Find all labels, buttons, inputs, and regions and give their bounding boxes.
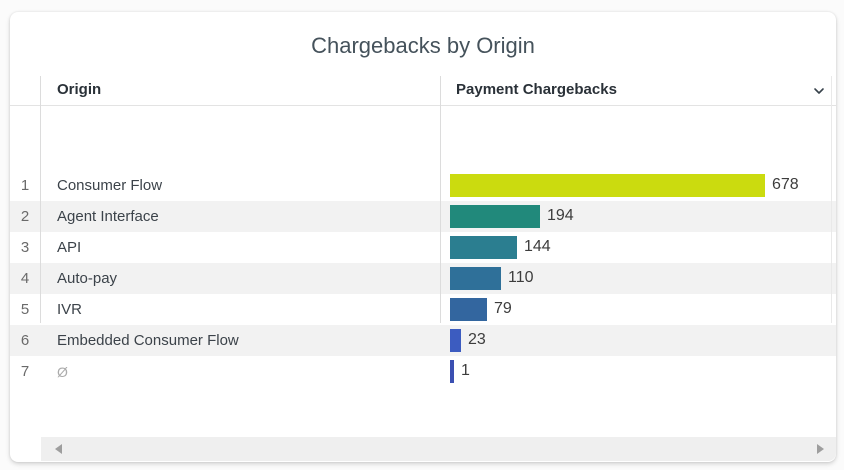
scroll-right-icon[interactable] [817, 444, 824, 454]
table-row: 7 Ø 1 [10, 356, 836, 387]
row-index: 5 [20, 301, 30, 318]
row-index: 1 [20, 177, 30, 194]
bar-value-label: 144 [524, 238, 551, 255]
table-row: 4 Auto-pay 110 [10, 263, 836, 294]
row-index: 2 [20, 208, 30, 225]
row-origin-label: Consumer Flow [57, 177, 163, 194]
bar-value-label: 1 [461, 362, 470, 379]
chart-title: Chargebacks by Origin [311, 33, 535, 58]
row-index: 7 [20, 363, 30, 380]
bar[interactable] [450, 236, 517, 259]
bar-value-label: 678 [772, 176, 799, 193]
bar-value-label: 23 [468, 331, 486, 348]
table-row: 3 API 144 [10, 232, 836, 263]
column-header-payment-chargebacks[interactable]: Payment Chargebacks [456, 81, 617, 98]
table: Origin Payment Chargebacks 1 Consumer Flo… [10, 76, 836, 387]
row-index: 3 [20, 239, 30, 256]
row-index: 4 [20, 270, 30, 287]
bar[interactable] [450, 298, 487, 321]
row-origin-label: Agent Interface [57, 208, 159, 225]
row-origin-label: Embedded Consumer Flow [57, 332, 239, 349]
bar-value-label: 110 [508, 269, 534, 286]
scroll-left-icon[interactable] [55, 444, 62, 454]
bar[interactable] [450, 267, 501, 290]
bar[interactable] [450, 205, 540, 228]
table-row: 6 Embedded Consumer Flow 23 [10, 325, 836, 356]
row-index: 6 [20, 332, 30, 349]
row-origin-label: Auto-pay [57, 270, 118, 287]
table-right-divider [831, 76, 832, 323]
bar[interactable] [450, 329, 461, 352]
bar[interactable] [450, 174, 765, 197]
value-column-divider [440, 76, 441, 323]
table-row: 2 Agent Interface 194 [10, 201, 836, 232]
table-header-row: Origin Payment Chargebacks [10, 76, 836, 106]
table-row: 5 IVR 79 [10, 294, 836, 325]
horizontal-scrollbar[interactable] [41, 437, 836, 461]
index-column-divider [40, 76, 41, 323]
table-row: 1 Consumer Flow 678 [10, 170, 836, 201]
table-body: 1 Consumer Flow 678 2 Agent Interface 194 3 API… [10, 170, 836, 387]
row-origin-label: IVR [57, 301, 83, 318]
row-origin-label: Ø [57, 364, 68, 380]
row-origin-label: API [57, 239, 82, 256]
bar-value-label: 194 [547, 207, 574, 224]
chart-card: Chargebacks by Origin Origin Payment Cha… [10, 12, 836, 462]
column-header-origin[interactable]: Origin [57, 81, 102, 98]
chevron-down-icon[interactable] [811, 83, 827, 99]
bar[interactable] [450, 360, 454, 383]
bar-value-label: 79 [494, 300, 512, 317]
